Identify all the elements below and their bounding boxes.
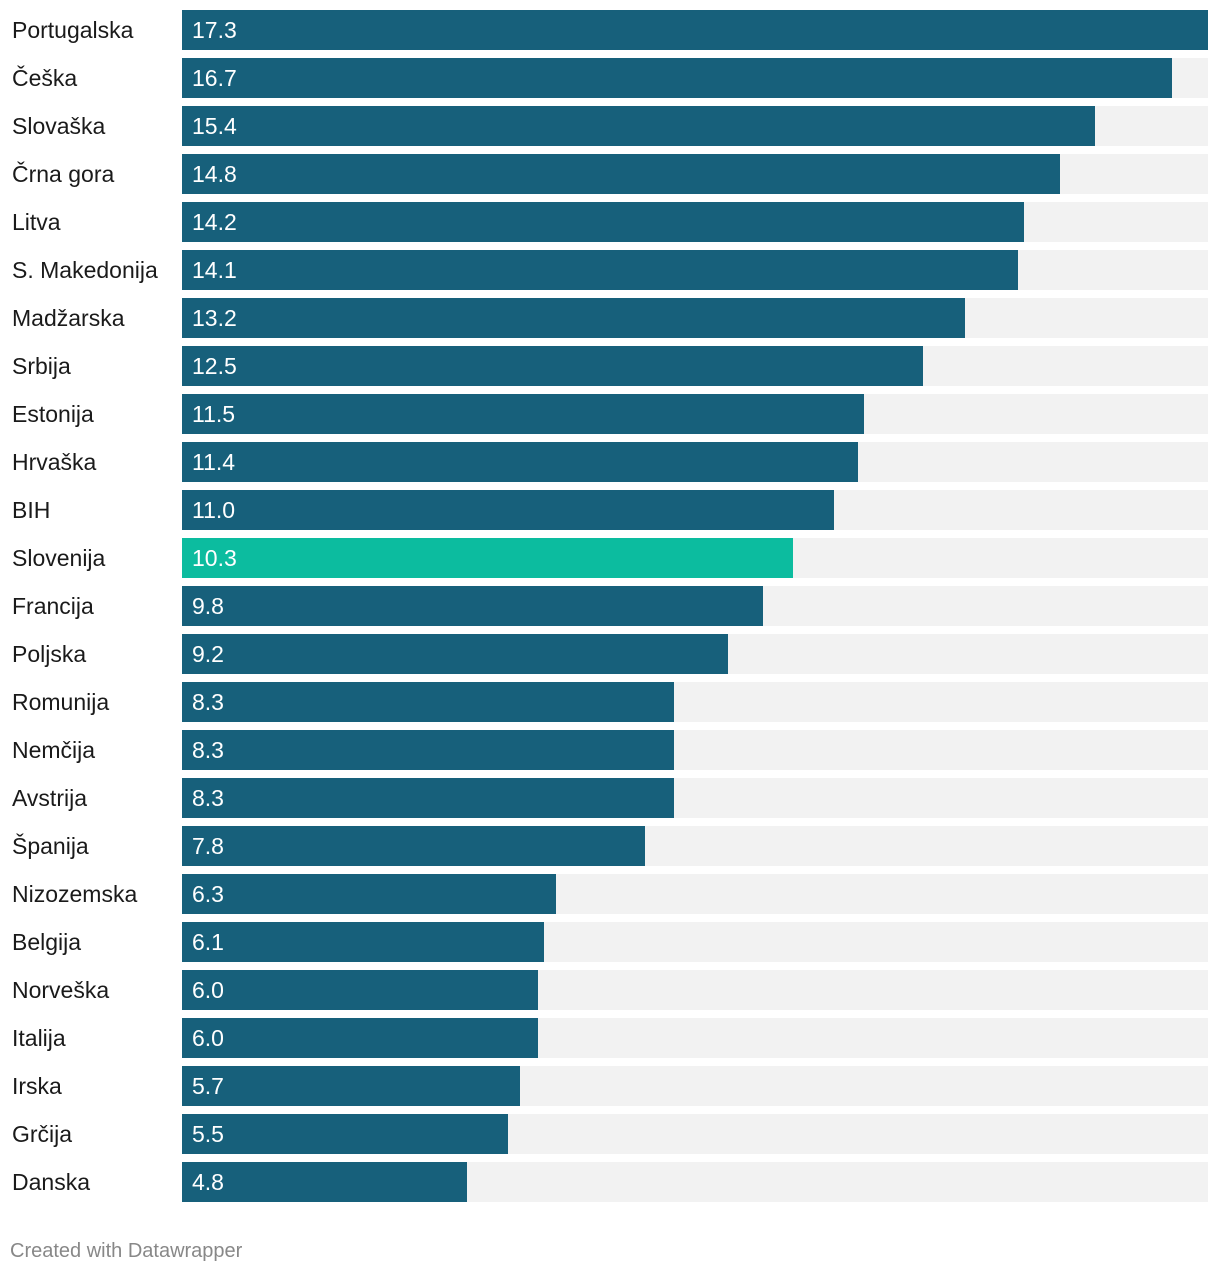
bar-value-label: 8.3 [192, 689, 224, 715]
bar [182, 922, 544, 962]
bar [182, 586, 763, 626]
category-label: Danska [12, 1169, 90, 1195]
bar [182, 1162, 467, 1202]
category-label: Romunija [12, 689, 110, 715]
bar-value-label: 6.0 [192, 1025, 224, 1051]
bar-value-label: 14.1 [192, 257, 237, 283]
category-label: Belgija [12, 929, 82, 955]
bar-value-label: 6.3 [192, 881, 224, 907]
bar [182, 826, 645, 866]
bar-value-label: 4.8 [192, 1169, 224, 1195]
bar [182, 58, 1172, 98]
category-label: S. Makedonija [12, 257, 158, 283]
bar [182, 874, 556, 914]
category-label: Slovenija [12, 545, 106, 571]
bar-value-label: 8.3 [192, 785, 224, 811]
bar-value-label: 9.2 [192, 641, 224, 667]
bar-value-label: 16.7 [192, 65, 237, 91]
bar-value-label: 11.5 [192, 401, 236, 427]
bar [182, 154, 1060, 194]
category-label: Hrvaška [12, 449, 97, 475]
bar-value-label: 6.1 [192, 929, 224, 955]
bar [182, 442, 858, 482]
bar-value-label: 13.2 [192, 305, 237, 331]
bar [182, 490, 834, 530]
category-label: Estonija [12, 401, 94, 427]
bar-value-label: 12.5 [192, 353, 237, 379]
bar-value-label: 15.4 [192, 113, 237, 139]
bar-value-label: 11.4 [192, 449, 236, 475]
category-label: Litva [12, 209, 61, 235]
bar-value-label: 8.3 [192, 737, 224, 763]
bar [182, 682, 674, 722]
bar [182, 634, 728, 674]
bar-value-label: 5.7 [192, 1073, 224, 1099]
category-label: Črna gora [12, 161, 115, 187]
category-label: Španija [12, 833, 89, 859]
category-label: Češka [12, 65, 78, 91]
bar [182, 538, 793, 578]
category-label: Norveška [12, 977, 110, 1003]
bar-value-label: 11.0 [192, 497, 236, 523]
category-label: Italija [12, 1025, 66, 1051]
bar [182, 1066, 520, 1106]
category-label: BIH [12, 497, 51, 523]
category-label: Nizozemska [12, 881, 138, 907]
bar-value-label: 6.0 [192, 977, 224, 1003]
category-label: Nemčija [12, 737, 96, 763]
bar [182, 970, 538, 1010]
bar [182, 394, 864, 434]
bar [182, 1114, 508, 1154]
bar-value-label: 10.3 [192, 545, 237, 571]
credit-text: Created with Datawrapper [10, 1240, 243, 1262]
category-label: Slovaška [12, 113, 106, 139]
bar [182, 202, 1024, 242]
bar-value-label: 14.8 [192, 161, 237, 187]
bar-value-label: 14.2 [192, 209, 237, 235]
bar [182, 346, 923, 386]
category-label: Avstrija [12, 785, 87, 811]
bar [182, 298, 965, 338]
bar [182, 250, 1018, 290]
bar [182, 730, 674, 770]
category-label: Portugalska [12, 17, 134, 43]
bar [182, 10, 1208, 50]
category-label: Irska [12, 1073, 62, 1099]
bar-value-label: 9.8 [192, 593, 224, 619]
category-label: Francija [12, 593, 94, 619]
category-label: Madžarska [12, 305, 125, 331]
category-label: Poljska [12, 641, 87, 667]
bar-value-label: 17.3 [192, 17, 237, 43]
category-label: Grčija [12, 1121, 73, 1147]
bar-value-label: 7.8 [192, 833, 224, 859]
bar [182, 106, 1095, 146]
bar [182, 778, 674, 818]
bar [182, 1018, 538, 1058]
category-label: Srbija [12, 353, 71, 379]
bar-value-label: 5.5 [192, 1121, 224, 1147]
